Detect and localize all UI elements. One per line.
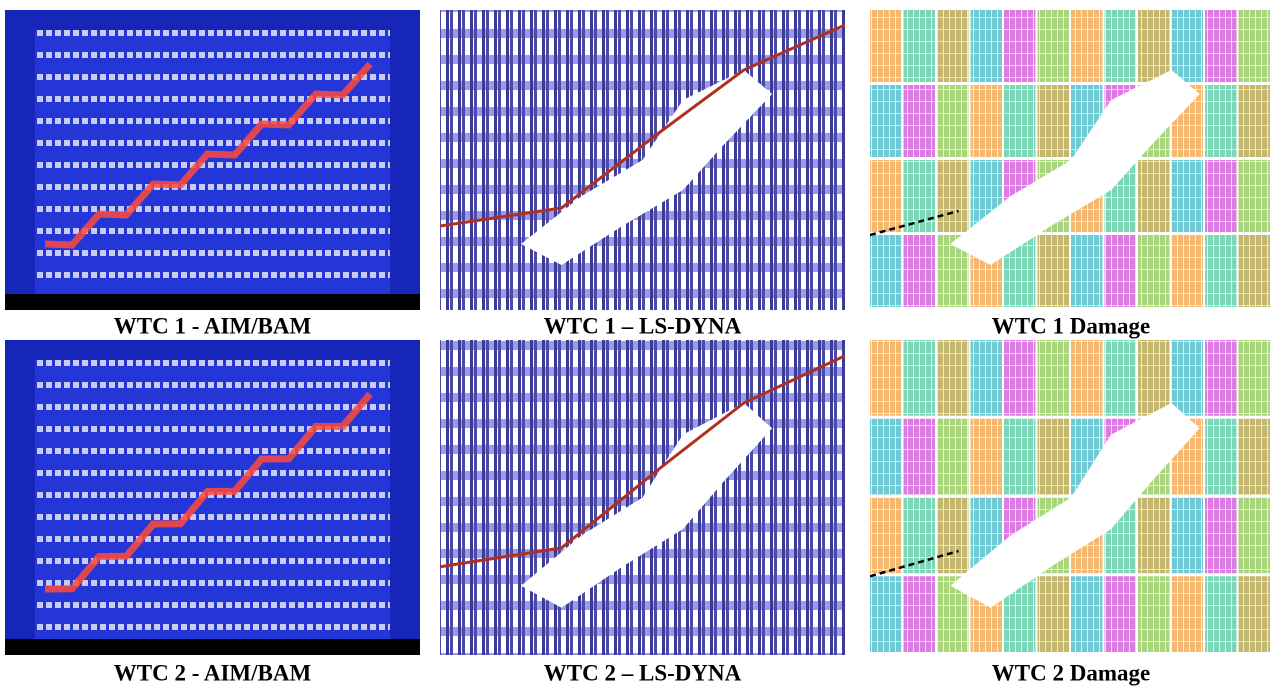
impact-hole [521, 403, 773, 608]
building-facade [35, 30, 390, 300]
debris-edge [440, 23, 845, 228]
impact-damage [44, 61, 373, 249]
panel-caption: WTC 1 Damage [992, 313, 1150, 338]
ground-strip [5, 639, 420, 655]
impact-path [870, 549, 959, 578]
image-panel [440, 340, 845, 655]
panel-caption: WTC 1 - AIM/BAM [114, 313, 312, 338]
damage-hole [950, 70, 1200, 265]
impact-path [870, 209, 959, 237]
panel-caption: WTC 1 – LS-DYNA [544, 313, 742, 338]
image-panel [440, 10, 845, 310]
debris-edge [440, 354, 845, 569]
impact-damage [44, 391, 373, 593]
panel-caption: WTC 2 – LS-DYNA [544, 660, 742, 685]
impact-hole [521, 70, 773, 265]
damage-hole [950, 403, 1200, 608]
building-facade [35, 360, 390, 645]
image-panel [5, 10, 420, 310]
image-panel [870, 340, 1272, 655]
image-panel [5, 340, 420, 655]
image-panel [870, 10, 1272, 310]
panel-caption: WTC 2 - AIM/BAM [114, 660, 312, 685]
ground-strip [5, 294, 420, 310]
panel-caption: WTC 2 Damage [992, 660, 1150, 685]
